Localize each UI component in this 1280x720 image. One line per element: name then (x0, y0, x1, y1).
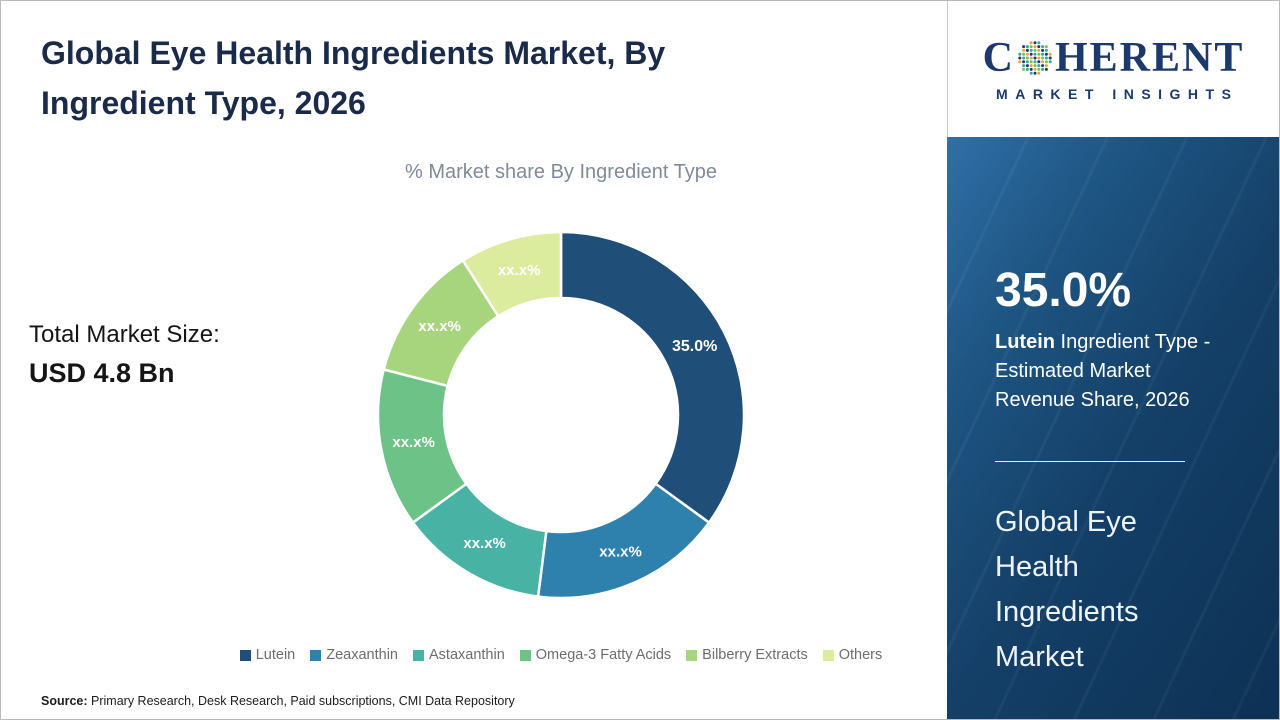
chart-subtitle: % Market share By Ingredient Type (404, 161, 717, 183)
stat-value: 35.0% (995, 264, 1132, 317)
sidebar-market-title: Global Eye Health Ingredients Market (995, 506, 1139, 673)
donut-segment-lutein (559, 230, 746, 525)
total-market-value: USD 4.8 Bn (29, 358, 175, 388)
legend-swatch-omega-3-fatty-acids (519, 649, 531, 661)
source-label: Source: (41, 694, 88, 708)
legend-swatch-astaxanthin (413, 649, 424, 661)
divider (995, 461, 1185, 462)
legend-item-bilberry-extracts: Bilberry Extracts (686, 647, 808, 663)
legend-swatch-zeaxanthin (310, 649, 322, 661)
donut-chart: 35.0% xx.x% xx.x% xx.x% xx.x% xx.x% (376, 230, 746, 600)
legend-item-omega-3-fatty-acids: Omega-3 Fatty Acids (519, 647, 672, 663)
logo-letter-c: C (982, 34, 1015, 81)
sidebar-content: 35.0% Lutein Ingredient Type - Estimated… (947, 137, 1279, 680)
legend-item-astaxanthin: Astaxanthin (413, 647, 505, 663)
slice-label-others: xx.x% (498, 262, 541, 279)
slice-label-lutein: 35.0% (672, 338, 717, 355)
legend-swatch-others (822, 649, 834, 661)
logo: C HERENT MARKET INSIGHTS (947, 1, 1279, 137)
legend-swatch-lutein (239, 649, 251, 661)
legend-item-zeaxanthin: Zeaxanthin (310, 647, 398, 663)
legend-label-astaxanthin: Astaxanthin (429, 647, 505, 663)
stat-description-rest: Ingredient Type - Estimated Market Reven… (995, 331, 1211, 411)
logo-globe-icon (1018, 40, 1052, 75)
source-note: Source: Primary Research, Desk Research,… (41, 694, 515, 708)
legend-label-zeaxanthin: Zeaxanthin (326, 647, 398, 663)
page-title: Global Eye Health Ingredients Market, By… (41, 35, 666, 121)
logo-letters-rest: HERENT (1054, 34, 1245, 81)
legend-label-bilberry-extracts: Bilberry Extracts (702, 647, 808, 663)
stat-description: Lutein Ingredient Type - Estimated Marke… (995, 328, 1213, 415)
slice-label-zeaxanthin: xx.x% (599, 544, 642, 561)
sidebar-panel: 35.0% Lutein Ingredient Type - Estimated… (947, 137, 1279, 719)
slice-label-bilberry-extracts: xx.x% (418, 318, 461, 335)
slice-label-omega-3-fatty-acids: xx.x% (392, 434, 435, 451)
legend-label-lutein: Lutein (255, 647, 296, 663)
logo-wordmark: C HERENT (983, 37, 1245, 79)
logo-subtitle: MARKET INSIGHTS (996, 85, 1239, 102)
chart-legend: Lutein Zeaxanthin Astaxanthin Omega-3 Fatty… (87, 647, 1035, 663)
source-text: Primary Research, Desk Research, Paid su… (87, 694, 515, 708)
legend-item-lutein: Lutein (239, 647, 296, 663)
slice-label-astaxanthin: xx.x% (463, 535, 506, 552)
total-market-label: Total Market Size: (29, 321, 220, 348)
legend-label-omega-3-fatty-acids: Omega-3 Fatty Acids (535, 647, 672, 663)
donut-segment-others (461, 230, 563, 318)
legend-label-others: Others (838, 647, 883, 663)
total-market-size: Total Market Size: USD 4.8 Bn (29, 321, 220, 389)
chart-panel: Global Eye Health Ingredients Market, By… (1, 1, 949, 719)
legend-swatch-bilberry-extracts (686, 649, 698, 661)
legend-item-others: Others (822, 647, 883, 663)
stat-description-bold: Lutein (995, 331, 1055, 353)
sidebar: C HERENT MARKET INSIGHTS 35.0% Lutein In… (947, 1, 1279, 719)
